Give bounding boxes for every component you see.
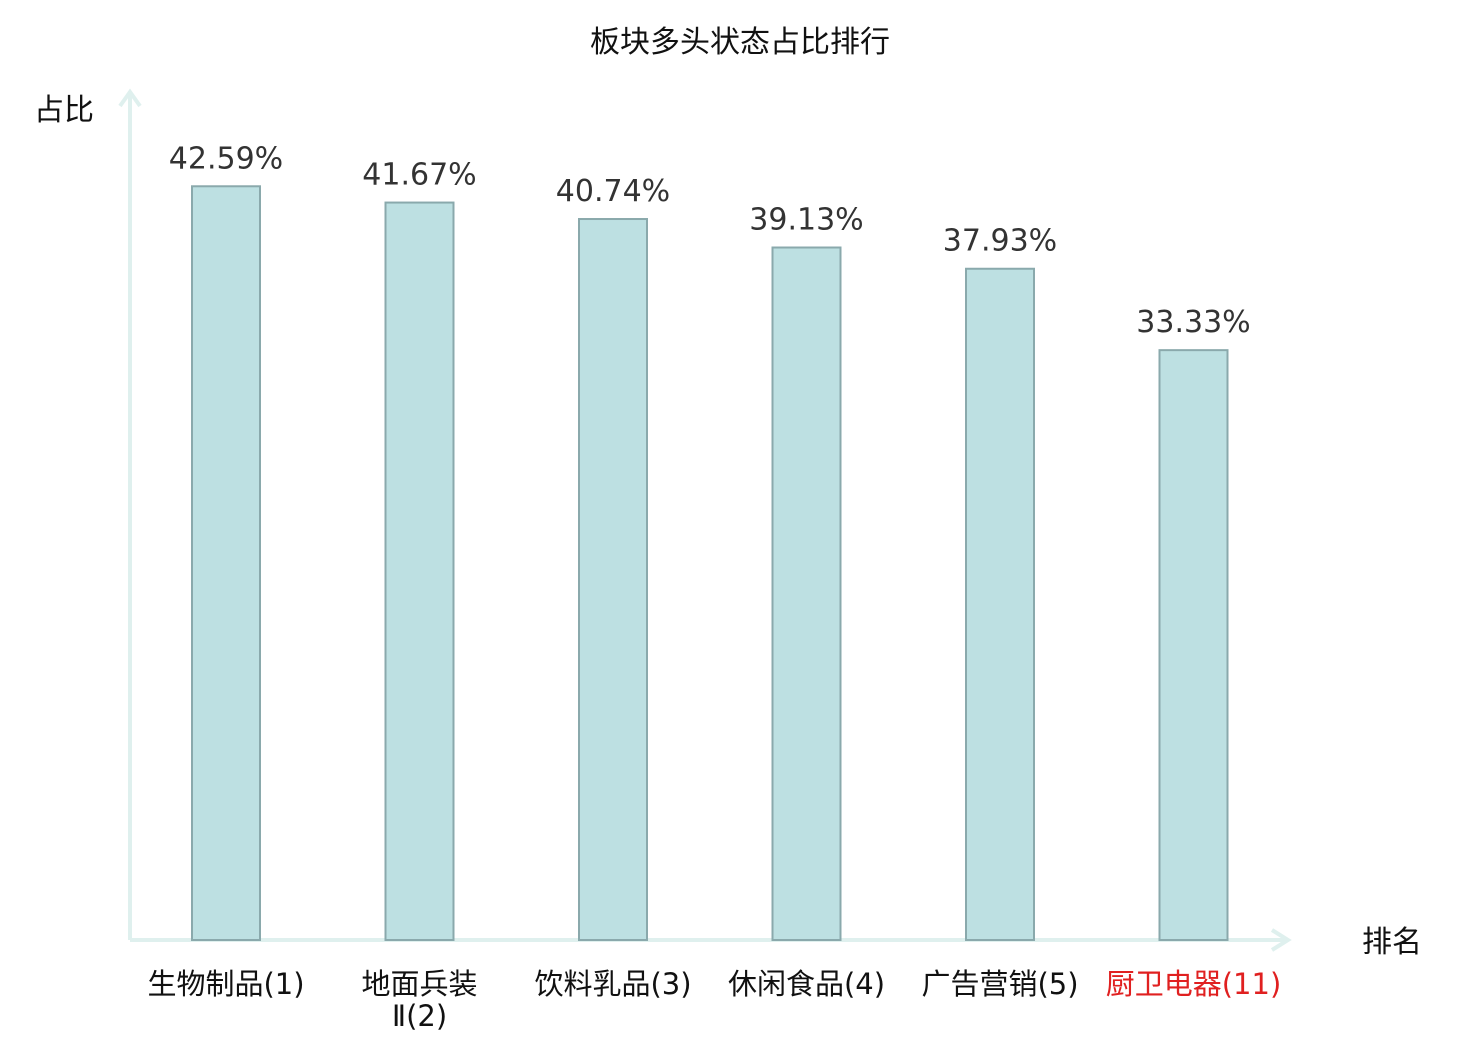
bar: [1158, 349, 1229, 942]
x-tick-label: 饮料乳品(3): [534, 967, 691, 1001]
bar-value-label: 42.59%: [169, 141, 283, 176]
bar-value-label: 37.93%: [943, 224, 1057, 259]
y-axis-label: 占比: [34, 93, 94, 128]
x-tick-label: 地面兵装: [361, 967, 477, 1001]
bar: [578, 218, 648, 941]
x-axis-label: 排名: [1362, 925, 1422, 960]
bar-value-label: 33.33%: [1136, 305, 1250, 340]
bar-value-label: 41.67%: [362, 158, 476, 193]
bar-value-label: 40.74%: [556, 174, 670, 209]
x-tick-label: 厨卫电器(11): [1106, 967, 1282, 1001]
chart-title: 板块多头状态占比排行: [590, 25, 890, 60]
bar: [771, 246, 842, 942]
bar: [384, 201, 455, 941]
x-axis-arrow: [1270, 928, 1292, 952]
y-axis-arrow: [118, 88, 142, 108]
x-tick-label: Ⅱ(2): [392, 999, 447, 1033]
x-tick-label: 休闲食品(4): [728, 967, 885, 1001]
bar: [965, 267, 1035, 941]
x-tick-label: 生物制品(1): [147, 967, 304, 1001]
x-tick-label: 广告营销(5): [921, 967, 1078, 1001]
bar-value-label: 39.13%: [749, 203, 863, 238]
bar: [191, 185, 261, 942]
